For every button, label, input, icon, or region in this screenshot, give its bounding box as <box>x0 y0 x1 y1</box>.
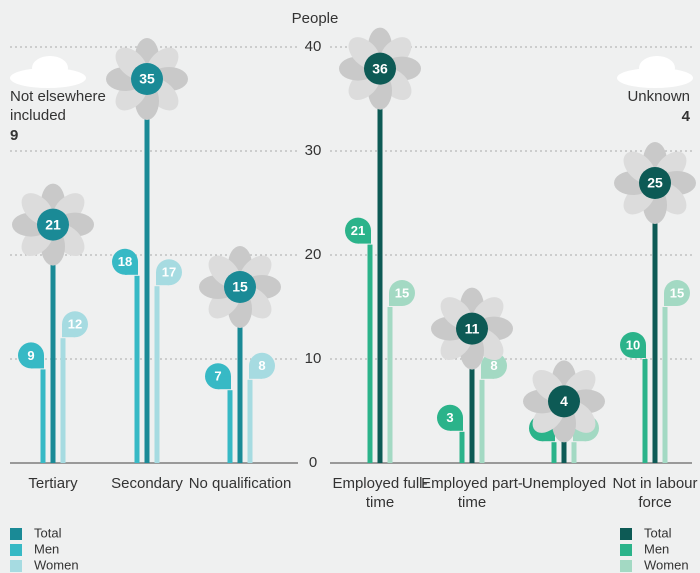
label-badge-tip <box>125 261 138 275</box>
bar <box>247 379 253 463</box>
data-label: 15 <box>232 279 248 295</box>
bar <box>652 203 658 463</box>
legend-label: Men <box>34 541 59 556</box>
y-tick-label: 30 <box>305 142 322 159</box>
legend-label: Women <box>34 557 79 572</box>
bar <box>571 442 577 463</box>
label-badge-tip <box>358 230 371 244</box>
annotation-label: Not elsewhere included <box>10 88 106 124</box>
data-label: 10 <box>626 337 640 352</box>
label-badge <box>456 312 488 345</box>
legend-swatch <box>10 560 22 572</box>
data-label: 11 <box>465 320 480 336</box>
bar <box>134 275 140 463</box>
legend-label: Men <box>644 541 669 556</box>
bar <box>377 88 383 463</box>
data-label: 21 <box>351 223 365 238</box>
x-tick-label: Tertiary <box>28 475 78 492</box>
x-tick-label-box: Tertiary <box>28 475 78 492</box>
y-tick-label: 40 <box>305 38 322 55</box>
x-tick-label: Employed full-time <box>332 475 428 511</box>
legend-label: Total <box>34 525 62 540</box>
label-badge <box>131 63 163 95</box>
data-label: 8 <box>490 358 497 373</box>
bar <box>50 244 56 463</box>
data-label: 35 <box>139 71 155 87</box>
data-label: 36 <box>372 60 388 76</box>
label-badge <box>37 208 69 241</box>
data-label: 7 <box>214 369 221 384</box>
bar <box>154 286 160 463</box>
axis-label: People <box>292 10 339 27</box>
bar <box>387 307 393 463</box>
label-badge-tip <box>664 293 677 306</box>
x-tick-label: Unemployed <box>521 475 607 492</box>
legend-label: Women <box>644 557 689 572</box>
bar <box>459 431 465 463</box>
x-tick-label-box: Employed part-time <box>421 475 523 511</box>
data-label: 8 <box>258 358 265 373</box>
label-badge-tip <box>156 272 169 286</box>
cloud <box>10 56 693 88</box>
data-label: 15 <box>670 285 684 300</box>
bar <box>662 307 668 463</box>
annotation-label: Unknown <box>627 88 690 105</box>
label-badge <box>224 271 256 303</box>
legend-swatch <box>10 528 22 540</box>
data-label: 25 <box>647 175 663 191</box>
data-label: 18 <box>118 254 132 269</box>
label-badge-tip <box>450 417 463 431</box>
bar <box>367 244 373 463</box>
label-badge <box>639 167 671 199</box>
data-label: 3 <box>446 410 453 425</box>
bar <box>479 379 485 463</box>
label-badge-tip <box>31 355 44 369</box>
label-badge-tip <box>389 293 402 306</box>
label-badge-tip <box>218 376 231 390</box>
legend-swatch <box>620 560 632 572</box>
y-tick-label: 20 <box>305 246 322 263</box>
x-tick-label-box: Secondary <box>111 475 183 492</box>
bar <box>469 348 475 463</box>
label-badge-tip <box>62 324 75 338</box>
data-label: 9 <box>27 348 34 363</box>
data-label: 17 <box>162 265 176 280</box>
x-tick-label: Not in labour force <box>612 475 698 511</box>
data-label: 15 <box>395 285 409 300</box>
label-badge-tip <box>249 365 262 379</box>
legend-swatch <box>10 544 22 556</box>
label-badge <box>364 52 396 85</box>
x-tick-label-box: Unemployed <box>521 475 607 492</box>
label-badge-tip <box>633 345 646 358</box>
bar <box>40 369 46 463</box>
y-tick-label: 0 <box>309 454 317 471</box>
annotation-value: 9 <box>10 127 18 144</box>
data-label: 21 <box>45 216 61 232</box>
legend-swatch <box>620 528 632 540</box>
x-tick-label: Employed part-time <box>421 475 523 511</box>
annotation-value: 4 <box>682 108 691 125</box>
bar <box>551 442 557 463</box>
x-tick-label-box: Employed full-time <box>332 475 428 511</box>
bar <box>642 359 648 463</box>
bar <box>237 307 243 463</box>
data-label: 12 <box>68 317 82 332</box>
bar <box>227 390 233 463</box>
bar <box>60 338 66 463</box>
x-tick-label: No qualification <box>188 475 292 492</box>
x-tick-label-box: Not in labour force <box>612 475 698 511</box>
x-tick-label-box: No qualification <box>188 475 292 492</box>
y-tick-label: 10 <box>305 350 322 367</box>
x-tick-label: Secondary <box>111 475 183 492</box>
legend-swatch <box>620 544 632 556</box>
annotation: Not elsewhere included <box>10 88 106 124</box>
data-label: 4 <box>560 393 568 409</box>
bar <box>144 99 150 463</box>
legend-label: Total <box>644 525 672 540</box>
label-badge-tip <box>481 365 494 379</box>
label-badge <box>548 385 580 418</box>
